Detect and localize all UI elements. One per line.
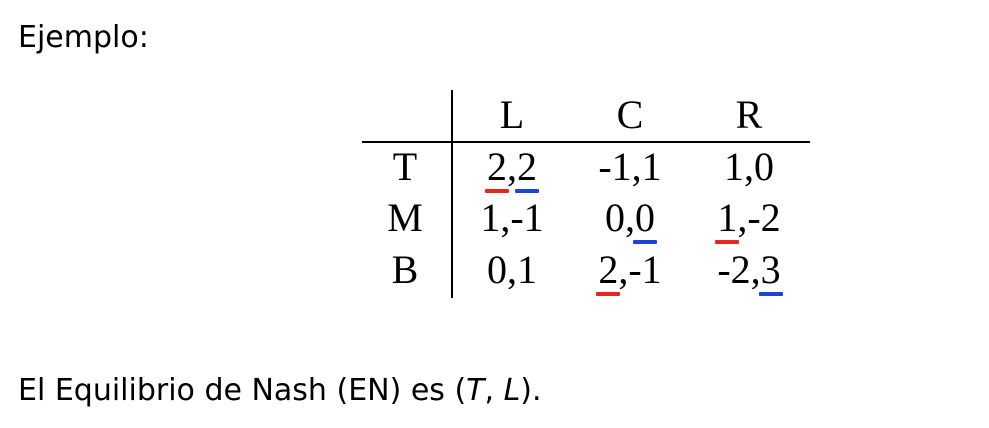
row-strategy: T — [466, 373, 485, 408]
payoff-column-player: -2 — [747, 195, 781, 240]
payoff-separator: , — [744, 144, 754, 189]
matrix-vertical-divider — [451, 90, 453, 298]
payoff-separator: , — [618, 247, 629, 292]
payoff-row-player: 0 — [487, 247, 507, 292]
payoff-separator: , — [737, 195, 748, 240]
payoff-cell-m-c: 0,0 — [570, 195, 690, 244]
payoff-cell-t-l: 2,2 — [452, 144, 572, 193]
conclusion-suffix: ). — [520, 373, 542, 408]
payoff-row-player: -2 — [717, 247, 751, 292]
payoff-column-player: 1 — [641, 144, 662, 189]
payoff-separator: , — [750, 247, 761, 292]
payoff-cell-b-r: -2,3 — [689, 247, 809, 296]
payoff-separator: , — [507, 247, 517, 292]
payoff-column-player: 0 — [633, 195, 657, 244]
conclusion-text: El Equilibrio de Nash (EN) es (T, L). — [18, 371, 542, 411]
payoff-cell-b-l: 0,1 — [452, 250, 572, 290]
payoff-cell-m-r: 1,-2 — [689, 195, 809, 244]
payoff-column-player: 1 — [517, 247, 537, 292]
payoff-row-player: 1 — [480, 195, 501, 240]
payoff-row-player: -1 — [598, 144, 632, 189]
matrix-horizontal-divider — [362, 141, 810, 143]
conclusion-comma: , — [484, 373, 504, 408]
payoff-separator: , — [631, 144, 642, 189]
payoff-column-player: 3 — [758, 247, 783, 296]
row-header-m: M — [387, 195, 423, 240]
payoff-cell-m-l: 1,-1 — [452, 198, 572, 238]
payoff-separator: , — [625, 195, 635, 240]
payoff-row-player: 2 — [596, 247, 621, 296]
payoff-row-player: 2 — [485, 144, 509, 193]
payoff-cell-t-r: 1,0 — [689, 147, 809, 187]
payoff-column-player: -1 — [510, 195, 544, 240]
payoff-separator: , — [500, 195, 511, 240]
heading: Ejemplo: — [18, 20, 149, 55]
payoff-row-player: 1 — [715, 195, 740, 244]
column-strategy: L — [503, 373, 521, 408]
payoff-column-player: -1 — [628, 247, 662, 292]
conclusion-prefix: El Equilibrio de Nash (EN) es ( — [18, 373, 467, 408]
payoff-row-player: 1 — [724, 144, 744, 189]
column-header-r: R — [735, 92, 763, 137]
payoff-row-player: 0 — [605, 195, 625, 240]
payoff-cell-t-c: -1,1 — [570, 147, 690, 187]
payoff-column-player: 0 — [754, 144, 774, 189]
column-header-l: L — [499, 92, 525, 137]
payoff-column-player: 2 — [515, 144, 539, 193]
row-header-b: B — [391, 247, 419, 292]
payoff-separator: , — [507, 144, 517, 189]
row-header-t: T — [392, 144, 418, 189]
column-header-c: C — [616, 92, 644, 137]
payoff-cell-b-c: 2,-1 — [570, 247, 690, 296]
